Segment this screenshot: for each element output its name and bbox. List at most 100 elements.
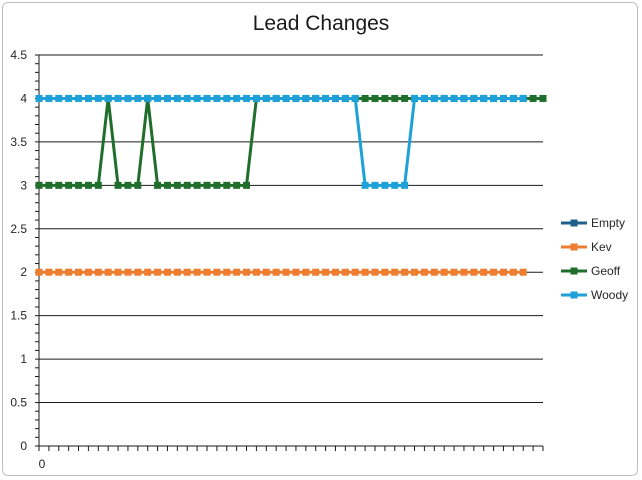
data-point-woody <box>272 94 280 102</box>
data-point-geoff <box>243 181 251 189</box>
chart-title: Lead Changes <box>252 12 390 35</box>
data-point-kev <box>381 268 389 276</box>
data-point-woody <box>262 94 270 102</box>
data-point-woody <box>440 94 448 102</box>
data-point-kev <box>84 268 92 276</box>
data-point-kev <box>173 268 181 276</box>
data-point-woody <box>302 94 310 102</box>
legend-swatch-marker <box>570 291 578 299</box>
x-tick-label: 0 <box>39 457 46 471</box>
data-point-geoff <box>361 94 369 102</box>
legend-swatch-marker <box>570 243 578 251</box>
data-point-geoff <box>65 181 73 189</box>
data-point-kev <box>233 268 241 276</box>
data-point-woody <box>173 94 181 102</box>
data-point-kev <box>331 268 339 276</box>
data-point-kev <box>440 268 448 276</box>
data-point-woody <box>430 94 438 102</box>
data-point-woody <box>213 94 221 102</box>
data-point-geoff <box>193 181 201 189</box>
data-point-woody <box>371 181 379 189</box>
data-point-woody <box>312 94 320 102</box>
legend-label: Geoff <box>591 264 621 278</box>
data-point-kev <box>134 268 142 276</box>
data-point-kev <box>163 268 171 276</box>
data-point-geoff <box>173 181 181 189</box>
data-point-geoff <box>539 94 547 102</box>
data-point-woody <box>292 94 300 102</box>
data-point-kev <box>243 268 251 276</box>
data-point-kev <box>193 268 201 276</box>
data-point-kev <box>55 268 63 276</box>
data-point-woody <box>282 94 290 102</box>
y-tick-label: 1 <box>20 352 27 366</box>
data-point-kev <box>203 268 211 276</box>
data-point-kev <box>420 268 428 276</box>
data-point-kev <box>154 268 162 276</box>
data-point-kev <box>401 268 409 276</box>
data-point-kev <box>252 268 260 276</box>
data-point-geoff <box>183 181 191 189</box>
legend-label: Empty <box>591 216 625 230</box>
data-point-woody <box>104 94 112 102</box>
data-point-kev <box>411 268 419 276</box>
data-point-geoff <box>75 181 83 189</box>
data-point-woody <box>361 181 369 189</box>
data-point-woody <box>65 94 73 102</box>
legend-swatch-marker <box>570 219 578 227</box>
data-point-woody <box>114 94 122 102</box>
data-point-kev <box>213 268 221 276</box>
data-point-kev <box>341 268 349 276</box>
series-lines <box>35 94 547 276</box>
data-point-woody <box>55 94 63 102</box>
data-point-geoff <box>529 94 537 102</box>
legend-item-woody: Woody <box>561 288 628 302</box>
data-point-geoff <box>45 181 53 189</box>
data-point-woody <box>252 94 260 102</box>
legend-item-geoff: Geoff <box>561 264 621 278</box>
data-point-geoff <box>371 94 379 102</box>
data-point-kev <box>45 268 53 276</box>
data-point-kev <box>272 268 280 276</box>
data-point-kev <box>114 268 122 276</box>
data-point-woody <box>183 94 191 102</box>
data-point-woody <box>134 94 142 102</box>
legend-swatch-marker <box>570 267 578 275</box>
data-point-geoff <box>401 94 409 102</box>
data-point-kev <box>144 268 152 276</box>
data-point-geoff <box>213 181 221 189</box>
data-point-kev <box>351 268 359 276</box>
data-point-geoff <box>84 181 92 189</box>
data-point-woody <box>322 94 330 102</box>
data-point-kev <box>124 268 132 276</box>
y-tick-label: 1.5 <box>10 309 27 323</box>
chart-frame <box>2 2 638 476</box>
data-point-geoff <box>134 181 142 189</box>
data-point-kev <box>499 268 507 276</box>
y-tick-label: 4 <box>20 91 27 105</box>
data-point-geoff <box>163 181 171 189</box>
data-point-kev <box>223 268 231 276</box>
data-point-woody <box>35 94 43 102</box>
data-point-geoff <box>94 181 102 189</box>
data-point-woody <box>154 94 162 102</box>
data-point-kev <box>509 268 517 276</box>
data-point-geoff <box>154 181 162 189</box>
data-point-geoff <box>381 94 389 102</box>
data-point-kev <box>312 268 320 276</box>
data-point-kev <box>490 268 498 276</box>
legend-item-kev: Kev <box>561 240 612 254</box>
data-point-kev <box>470 268 478 276</box>
data-point-woody <box>243 94 251 102</box>
data-point-woody <box>450 94 458 102</box>
y-tick-label: 3 <box>20 178 27 192</box>
axes: 0 0.5 1 1.5 2 2.5 3 3.5 4 4.5 0 <box>10 48 544 471</box>
data-point-woody <box>381 181 389 189</box>
data-point-kev <box>519 268 527 276</box>
data-point-geoff <box>223 181 231 189</box>
data-point-woody <box>351 94 359 102</box>
data-point-woody <box>45 94 53 102</box>
data-point-kev <box>104 268 112 276</box>
legend-label: Kev <box>591 240 612 254</box>
